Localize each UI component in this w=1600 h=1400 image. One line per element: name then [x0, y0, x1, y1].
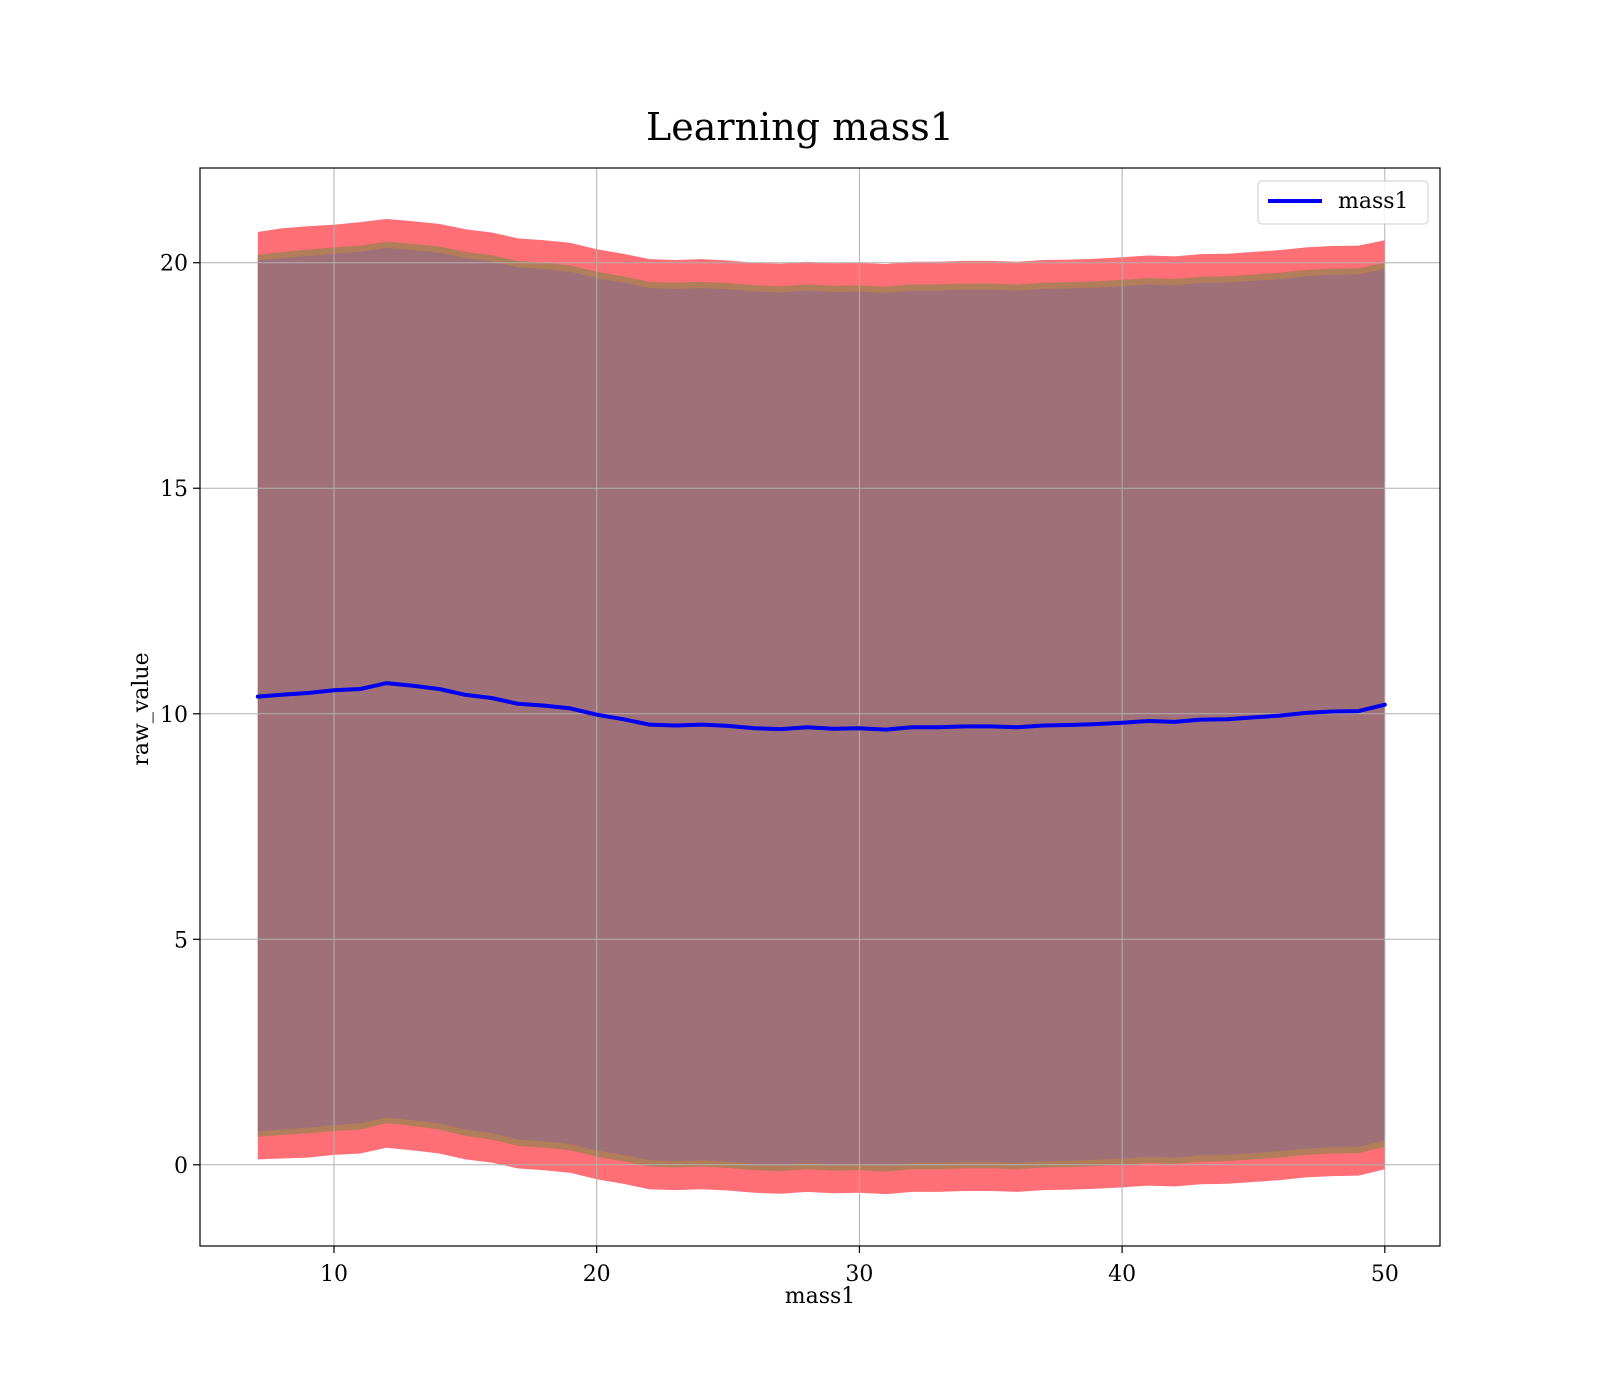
x-axis-label: mass1	[785, 1284, 856, 1309]
legend: mass1	[1257, 180, 1429, 225]
series-line-mass1	[255, 681, 1387, 732]
y-tick-label: 10	[160, 703, 188, 728]
confidence-bands	[257, 219, 1385, 1195]
x-tick-label: 50	[1371, 1262, 1399, 1287]
y-axis-ticks: 0 5 10 15 20	[160, 252, 200, 1179]
x-tick-label: 40	[1108, 1262, 1136, 1287]
y-tick-label: 0	[174, 1154, 188, 1179]
y-tick-label: 20	[160, 252, 188, 277]
plot-frame	[199, 167, 1441, 1247]
x-axis-ticks: 10 20 30 40 50	[320, 1246, 1399, 1287]
band-inner	[257, 247, 1385, 1166]
y-axis-label: raw_value	[129, 652, 154, 765]
grid-lines	[200, 168, 1440, 1246]
legend-box	[1257, 180, 1429, 225]
legend-label-mass1: mass1	[1338, 189, 1409, 214]
y-tick-label: 15	[160, 477, 188, 502]
x-tick-label: 20	[583, 1262, 611, 1287]
series-lines	[255, 681, 1387, 732]
y-tick-label: 5	[174, 928, 188, 953]
x-tick-label: 10	[320, 1262, 348, 1287]
chart-title: Learning mass1	[646, 105, 954, 149]
x-tick-label: 30	[845, 1262, 873, 1287]
